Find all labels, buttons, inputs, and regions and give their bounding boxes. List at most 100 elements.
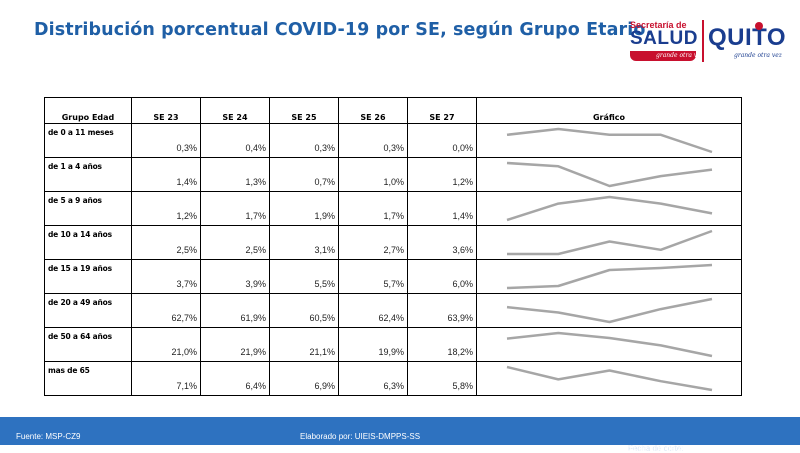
cell-value: 0,4% [200,123,270,158]
cell-value: 21,0% [131,327,201,362]
row-label: de 50 a 64 años [44,327,132,362]
table-row: de 10 a 14 años 2,5% 2,5% 3,1% 2,7% 3,6% [44,225,742,260]
quito-logo-tagline: grande otra vez [734,52,782,59]
sparkline-cell [476,327,742,362]
cell-value: 3,9% [200,259,270,294]
sparkline-cell [476,361,742,396]
cell-value: 1,3% [200,157,270,192]
sparkline-series-line [506,331,713,358]
cell-value: 1,7% [200,191,270,226]
header-se-25: SE 25 [269,97,339,124]
cell-value: 2,5% [131,225,201,260]
cell-value: 6,9% [269,361,339,396]
cell-value: 5,8% [407,361,477,396]
cell-value: 0,7% [269,157,339,192]
quito-logo-dot [755,22,763,30]
table-header-row: Grupo Edad SE 23 SE 24 SE 25 SE 26 SE 27… [44,97,742,124]
cell-value: 63,9% [407,293,477,328]
row-label: de 15 a 19 años [44,259,132,294]
quito-logo-text: QUITO [708,24,787,51]
cell-value: 1,2% [407,157,477,192]
row-label: de 1 a 4 años [44,157,132,192]
cell-value: 18,2% [407,327,477,362]
row-label: de 5 a 9 años [44,191,132,226]
cell-value: 1,7% [338,191,408,226]
sparkline-series-line [506,161,713,188]
row-label: de 20 a 49 años [44,293,132,328]
footer-source: Fuente: MSP-CZ9 [16,432,81,441]
header-se-27: SE 27 [407,97,477,124]
sparkline-series-line [506,297,713,324]
sparkline-chart [506,365,713,392]
table-row: mas de 65 7,1% 6,4% 6,9% 6,3% 5,8% [44,361,742,396]
salud-logo-tagline: grande otra vez [656,52,704,59]
sparkline-cell [476,293,742,328]
sparkline-series-line [506,263,713,290]
cell-value: 3,1% [269,225,339,260]
cell-value: 6,4% [200,361,270,396]
cell-value: 3,6% [407,225,477,260]
cell-value: 5,5% [269,259,339,294]
logo-divider [702,20,704,62]
cell-value: 6,3% [338,361,408,396]
table-row: de 0 a 11 meses 0,3% 0,4% 0,3% 0,3% 0,0% [44,123,742,158]
sparkline-series-line [506,195,713,222]
sparkline-chart [506,127,713,154]
cell-value: 2,5% [200,225,270,260]
page-title: Distribución porcentual COVID-19 por SE,… [34,20,653,40]
salud-logo-bar [630,51,696,61]
sparkline-chart [506,195,713,222]
sparkline-chart [506,263,713,290]
sparkline-chart [506,161,713,188]
sparkline-cell [476,123,742,158]
cell-value: 2,7% [338,225,408,260]
table-row: de 5 a 9 años 1,2% 1,7% 1,9% 1,7% 1,4% [44,191,742,226]
sparkline-chart [506,297,713,324]
header-se-26: SE 26 [338,97,408,124]
distribution-table: Grupo Edad SE 23 SE 24 SE 25 SE 26 SE 27… [44,97,742,396]
sparkline-chart [507,229,713,256]
cell-value: 19,9% [338,327,408,362]
cell-value: 5,7% [338,259,408,294]
sparkline-series-line [507,229,713,256]
cell-value: 0,3% [269,123,339,158]
header-se-24: SE 24 [200,97,270,124]
table-row: de 15 a 19 años 3,7% 3,9% 5,5% 5,7% 6,0% [44,259,742,294]
sparkline-cell [476,191,742,226]
sparkline-cell [476,157,742,192]
footer-cutoff-date: 11 de julio de 2021 [628,444,696,453]
table-row: de 50 a 64 años 21,0% 21,9% 21,1% 19,9% 18,2% [44,327,742,362]
salud-logo-top-text: Secretaría de [630,20,687,30]
header-age-group: Grupo Edad [44,97,132,124]
cell-value: 0,0% [407,123,477,158]
cell-value: 7,1% [131,361,201,396]
row-label: de 0 a 11 meses [44,123,132,158]
cell-value: 60,5% [269,293,339,328]
sparkline-cell [476,225,742,260]
cell-value: 62,4% [338,293,408,328]
cell-value: 1,2% [131,191,201,226]
cell-value: 21,9% [200,327,270,362]
sparkline-chart [506,331,713,358]
cell-value: 0,3% [131,123,201,158]
header-chart: Gráfico [476,97,742,124]
cell-value: 1,4% [407,191,477,226]
cell-value: 3,7% [131,259,201,294]
footer: Fuente: MSP-CZ9 Elaborado por: UIEIS-DMP… [0,417,800,453]
cell-value: 1,0% [338,157,408,192]
row-label: de 10 a 14 años [44,225,132,260]
logos: Secretaría de SALUD grande otra vez QUIT… [626,18,796,66]
header-se-23: SE 23 [131,97,201,124]
sparkline-cell [476,259,742,294]
sparkline-series-line [506,127,713,154]
cell-value: 6,0% [407,259,477,294]
cell-value: 21,1% [269,327,339,362]
table-row: de 20 a 49 años 62,7% 61,9% 60,5% 62,4% 63,9% [44,293,742,328]
salud-logo-text: SALUD [630,28,698,49]
cell-value: 1,9% [269,191,339,226]
cell-value: 0,3% [338,123,408,158]
sparkline-series-line [506,365,713,392]
cell-value: 61,9% [200,293,270,328]
cell-value: 1,4% [131,157,201,192]
table-row: de 1 a 4 años 1,4% 1,3% 0,7% 1,0% 1,2% [44,157,742,192]
